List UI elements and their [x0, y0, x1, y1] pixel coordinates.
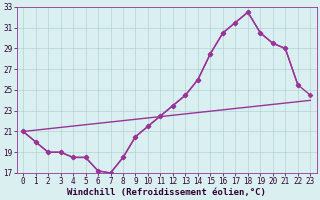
X-axis label: Windchill (Refroidissement éolien,°C): Windchill (Refroidissement éolien,°C): [67, 188, 266, 197]
